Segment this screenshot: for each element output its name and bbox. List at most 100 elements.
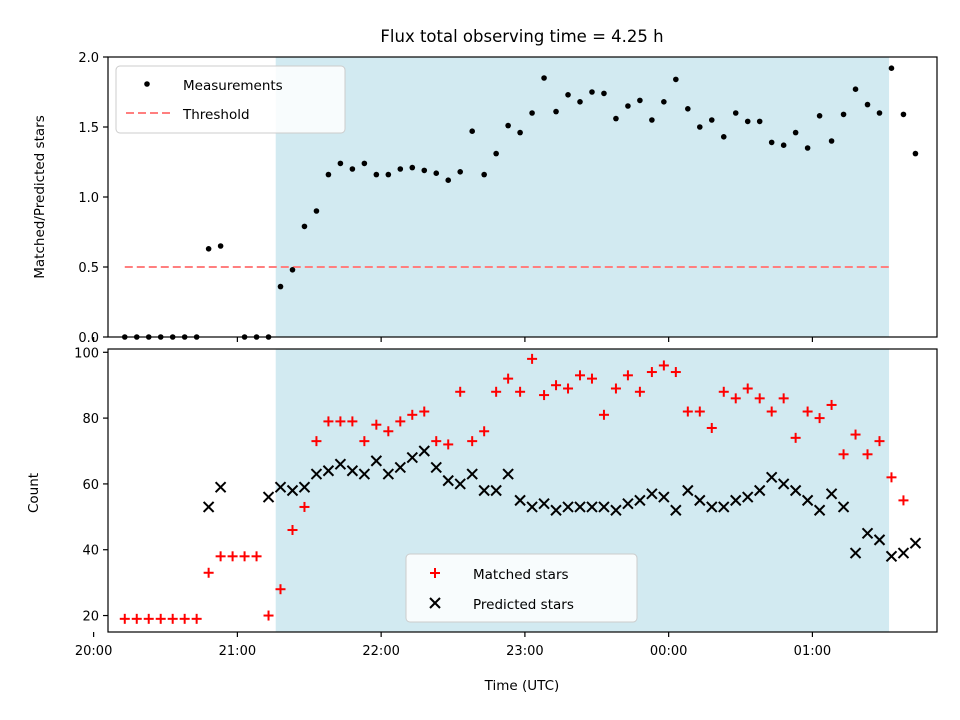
measurement-point — [505, 122, 511, 129]
measurement-point — [205, 246, 212, 252]
matched-stars-point — [227, 551, 238, 562]
predicted-stars-point — [394, 461, 407, 474]
matched-stars-point — [143, 613, 154, 624]
measurement-point — [289, 267, 296, 273]
measurement-point — [649, 117, 655, 123]
measurement-point — [840, 111, 847, 118]
predicted-stars-point — [406, 451, 418, 464]
measurement-point — [876, 110, 883, 116]
legend-threshold-label: Threshold — [182, 107, 250, 123]
predicted-stars-point — [622, 497, 634, 510]
matched-stars-point — [754, 393, 765, 404]
measurement-point — [804, 145, 811, 151]
matched-stars-point — [263, 610, 274, 621]
chart-title: Flux total observing time = 4.25 h — [380, 27, 663, 46]
y-tick-label: 1.5 — [78, 121, 99, 136]
matched-stars-point — [419, 406, 430, 417]
y-tick-label: 80 — [82, 412, 99, 427]
matched-stars-point — [551, 380, 562, 391]
measurement-point — [613, 115, 619, 122]
measurement-point — [900, 111, 907, 118]
measurement-point — [457, 169, 464, 175]
matched-stars-point — [658, 360, 669, 371]
matched-stars-point — [299, 501, 310, 512]
observing-window-shade — [275, 57, 890, 337]
y-tick-label: 60 — [82, 478, 99, 493]
measurement-point — [337, 160, 344, 167]
measurement-point — [277, 283, 284, 290]
measurement-point — [912, 150, 919, 157]
matched-stars-point — [563, 383, 574, 394]
predicted-stars-point — [574, 501, 586, 513]
measurement-point — [217, 243, 224, 249]
matched-stars-point — [874, 436, 885, 447]
matched-stars-point — [814, 413, 825, 424]
matched-stars-point — [670, 367, 681, 378]
measurement-point — [361, 160, 368, 167]
legend-matched-label: Matched stars — [473, 567, 569, 583]
measurement-point — [756, 118, 763, 125]
measurement-point — [409, 164, 416, 171]
matched-stars-point — [179, 613, 190, 624]
measurement-point — [625, 103, 631, 109]
predicted-stars-point — [730, 494, 742, 507]
predicted-stars-point — [430, 461, 442, 474]
predicted-stars-point — [262, 491, 275, 503]
matched-stars-point — [191, 613, 202, 624]
measurement-point — [720, 134, 727, 140]
legend-bottom: Matched stars Predicted stars — [405, 553, 638, 623]
measurement-point — [565, 92, 571, 98]
matched-stars-point — [778, 393, 789, 404]
predicted-stars-point — [370, 455, 383, 467]
y-tick-label: 20 — [82, 610, 99, 625]
predicted-stars-point — [478, 484, 490, 497]
measurement-point — [325, 171, 332, 178]
predicted-stars-point — [310, 468, 323, 480]
x-tick-label: 22:00 — [362, 644, 399, 659]
legend-measurements-label: Measurements — [183, 78, 283, 94]
matched-stars-point — [610, 383, 621, 394]
measurement-point — [780, 142, 787, 148]
measurement-point — [541, 75, 547, 81]
predicted-stars-point — [202, 501, 215, 513]
predicted-stars-point — [873, 534, 886, 546]
matched-stars-point — [431, 436, 442, 447]
x-tick-label: 21:00 — [219, 644, 256, 659]
predicted-stars-point — [502, 468, 514, 480]
measurement-point — [517, 129, 523, 136]
matched-stars-point — [407, 409, 418, 420]
measurement-point — [469, 128, 475, 134]
matched-stars-point — [323, 416, 334, 427]
predicted-stars-point — [765, 471, 778, 484]
predicted-stars-point — [214, 481, 227, 493]
matched-stars-point — [251, 551, 262, 562]
predicted-stars-point — [286, 484, 299, 497]
y-tick-label: 0.5 — [78, 261, 99, 276]
top-panel: 0.0 0.5 1.0 1.5 2.0 Measurements Threshold — [78, 51, 938, 346]
predicted-stars-point — [694, 494, 706, 507]
matched-stars-point — [491, 386, 502, 397]
measurement-point — [445, 177, 452, 183]
matched-stars-point — [203, 567, 214, 578]
matched-stars-point — [730, 393, 741, 404]
predicted-stars-point — [418, 445, 430, 457]
matched-stars-point — [622, 370, 633, 381]
measurement-point — [708, 117, 715, 123]
measurement-point — [685, 106, 691, 112]
matched-stars-point — [131, 613, 142, 624]
x-tick-label: 23:00 — [506, 644, 543, 659]
predicted-stars-point — [742, 491, 754, 503]
measurement-point — [697, 124, 703, 130]
matched-stars-point — [335, 416, 346, 427]
matched-stars-point — [287, 524, 298, 535]
matched-stars-point — [371, 419, 382, 430]
predicted-stars-point — [885, 550, 898, 563]
predicted-stars-point — [298, 481, 311, 493]
matched-stars-point — [586, 373, 597, 384]
matched-stars-point — [167, 613, 178, 624]
matched-stars-point — [826, 399, 837, 410]
x-tick-label: 20:00 — [75, 644, 112, 659]
matched-stars-point — [718, 386, 729, 397]
matched-stars-point — [455, 386, 466, 397]
